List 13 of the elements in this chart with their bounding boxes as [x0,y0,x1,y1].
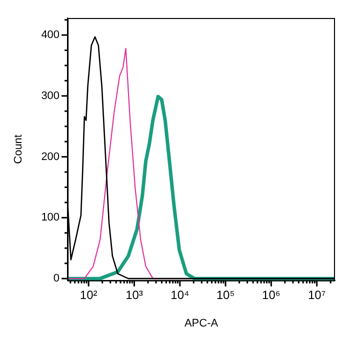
x-tick-label: 10⁴ [170,288,190,302]
x-tick-label: 10⁶ [262,288,280,302]
y-tick-label: 100 [41,212,60,224]
y-axis-title: Count [12,134,25,164]
x-tick-label: 10³ [126,288,143,302]
x-tick-label: 10⁵ [216,288,235,302]
y-tick-label: 200 [41,150,60,163]
x-tick-label: 10² [80,288,98,302]
x-axis-title: APC-A [184,317,219,330]
y-tick-label: 0 [53,272,60,285]
x-tick-label: 10⁷ [308,288,326,302]
y-tick-label: 300 [41,90,60,102]
y-tick-label: 400 [41,29,60,42]
